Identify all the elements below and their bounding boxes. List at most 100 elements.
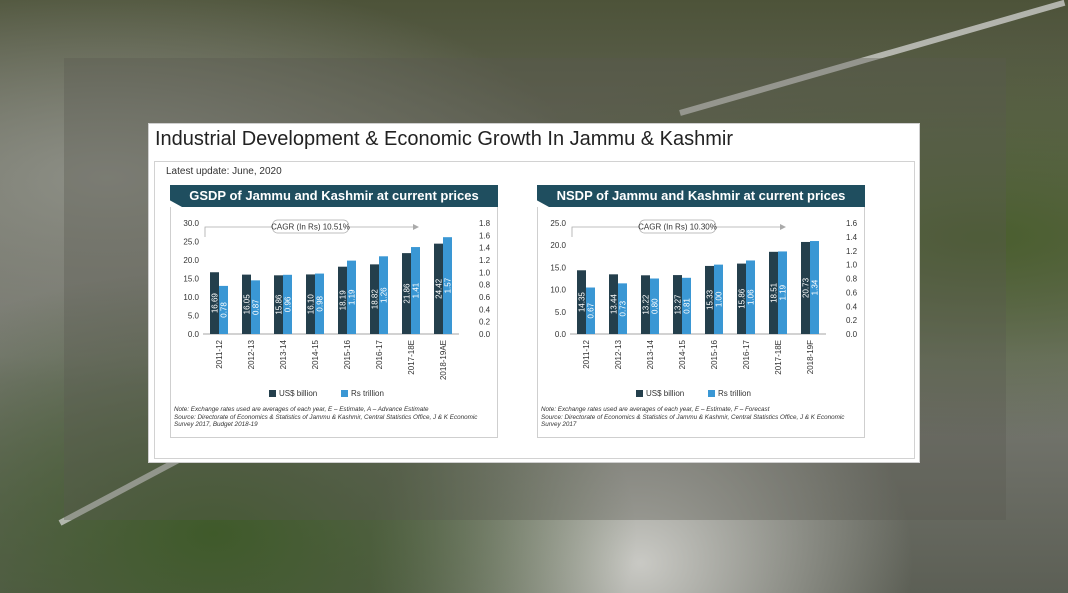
gsdp-bar-usd [242, 274, 251, 334]
gsdp-bar-usd-label: 24.42 [435, 278, 444, 299]
gsdp-legend-usd: US$ billion [279, 389, 317, 398]
nsdp-left-tick: 25.0 [550, 219, 566, 228]
nsdp-chart-title: NSDP of Jammu and Kashmir at current pri… [537, 185, 865, 207]
nsdp-right-tick: 1.2 [846, 247, 858, 256]
nsdp-bar-rs [810, 241, 819, 334]
gsdp-legend-rs-swatch [341, 390, 348, 397]
gsdp-cagr-box [272, 219, 349, 234]
nsdp-right-tick: 0.0 [846, 330, 858, 339]
nsdp-source-text: Source: Directorate of Economics & Stati… [541, 413, 845, 429]
gsdp-bar-rs [283, 274, 292, 334]
nsdp-legend-rs-swatch [708, 390, 715, 397]
gsdp-bar-rs [347, 260, 356, 334]
nsdp-bar-chart: 0.0 5.0 10.0 15.0 20.0 25.0 0.0 0.2 0.4 0.6 0.8 1.0… [550, 219, 858, 398]
gsdp-bar-rs-label: 0.87 [252, 299, 261, 315]
nsdp-bar-usd-label: 13.27 [674, 294, 683, 315]
gsdp-bar-rs [251, 280, 260, 334]
gsdp-x-tick: 2012-13 [247, 339, 256, 369]
nsdp-bar-rs [778, 251, 787, 334]
nsdp-x-tick: 2012-13 [614, 339, 623, 369]
gsdp-bar-usd [402, 253, 411, 334]
nsdp-left-tick: 5.0 [555, 308, 567, 317]
gsdp-x-tick: 2014-15 [311, 339, 320, 369]
nsdp-bar-rs-label: 0.67 [587, 302, 596, 318]
nsdp-bar-rs [650, 278, 659, 334]
gsdp-note: Note: Exchange rates used are averages o… [174, 406, 496, 429]
gsdp-x-tick: 2018-19AE [439, 340, 448, 380]
gsdp-bar-usd-label: 18.82 [371, 289, 380, 310]
update-date: Latest update: June, 2020 [166, 166, 282, 177]
gsdp-cagr-arrow-head [413, 224, 419, 230]
gsdp-right-tick: 0.6 [479, 293, 491, 302]
nsdp-chart-box: 0.0 5.0 10.0 15.0 20.0 25.0 0.0 0.2 0.4 0.6 0.8 1.0… [537, 207, 865, 438]
gsdp-bar-rs [315, 273, 324, 334]
gsdp-left-tick: 25.0 [183, 238, 199, 247]
nsdp-right-tick: 1.4 [846, 233, 858, 242]
nsdp-cagr-arrow-head [780, 224, 786, 230]
nsdp-x-tick: 2014-15 [678, 339, 687, 369]
gsdp-left-tick: 20.0 [183, 256, 199, 265]
gsdp-right-tick: 0.4 [479, 305, 491, 314]
gsdp-right-tick: 0.8 [479, 281, 491, 290]
gsdp-bar-rs-label: 1.57 [444, 277, 453, 293]
nsdp-bar-usd [769, 251, 778, 334]
gsdp-right-tick: 1.2 [479, 256, 491, 265]
gsdp-cagr-label: CAGR (In Rs) 10.51% [271, 223, 350, 232]
gsdp-bar-usd-label: 21.86 [403, 283, 412, 304]
nsdp-bar-usd-label: 15.33 [706, 289, 715, 310]
gsdp-left-tick: 30.0 [183, 219, 199, 228]
nsdp-cagr-box [639, 219, 716, 234]
nsdp-bar-usd [705, 265, 714, 334]
nsdp-bar-usd-label: 13.44 [610, 294, 619, 315]
nsdp-right-tick: 0.8 [846, 275, 858, 284]
gsdp-bar-usd-label: 18.19 [339, 290, 348, 311]
gsdp-bar-usd [210, 272, 219, 334]
nsdp-bar-usd-label: 18.51 [770, 282, 779, 303]
gsdp-bar-rs-label: 0.96 [284, 296, 293, 312]
nsdp-x-tick: 2013-14 [646, 339, 655, 369]
nsdp-bar-usd [801, 241, 810, 334]
infographic-card: Industrial Development & Economic Growth… [148, 123, 920, 463]
nsdp-bar-usd [609, 274, 618, 334]
gsdp-bar-rs [219, 285, 228, 334]
nsdp-bar-rs-label: 1.19 [779, 284, 788, 300]
gsdp-bar-usd [370, 264, 379, 334]
gsdp-x-tick: 2017-18E [407, 340, 416, 375]
nsdp-bar-rs-label: 0.80 [651, 298, 660, 314]
gsdp-right-tick: 0.2 [479, 318, 491, 327]
gsdp-right-tick: 1.4 [479, 244, 491, 253]
page-title: Industrial Development & Economic Growth… [155, 128, 733, 150]
nsdp-x-tick: 2018-19F [806, 340, 815, 374]
nsdp-bar-usd [673, 275, 682, 334]
gsdp-bar-rs-label: 1.41 [412, 282, 421, 298]
gsdp-right-tick: 1.6 [479, 231, 491, 240]
gsdp-left-tick: 10.0 [183, 293, 199, 302]
gsdp-bar-usd-label: 16.69 [211, 293, 220, 314]
gsdp-left-tick: 15.0 [183, 275, 199, 284]
nsdp-legend-usd: US$ billion [646, 389, 684, 398]
gsdp-bar-rs [443, 237, 452, 334]
nsdp-bar-usd-label: 13.22 [642, 294, 651, 315]
gsdp-bar-rs [411, 247, 420, 334]
nsdp-left-tick: 10.0 [550, 286, 566, 295]
gsdp-bar-rs-label: 1.19 [348, 289, 357, 305]
nsdp-left-tick: 20.0 [550, 241, 566, 250]
nsdp-bar-usd [737, 263, 746, 334]
gsdp-chart-box: 0.0 5.0 10.0 15.0 20.0 25.0 30.0 0.0 0.2 0.4 0.6 0.… [170, 207, 498, 438]
gsdp-bar-usd-label: 15.86 [275, 294, 284, 315]
nsdp-bar-rs-label: 1.34 [811, 279, 820, 295]
nsdp-bar-rs [746, 260, 755, 334]
nsdp-bar-rs [714, 264, 723, 334]
gsdp-note-text: Note: Exchange rates used are averages o… [174, 406, 429, 413]
gsdp-bar-rs [379, 256, 388, 334]
nsdp-legend-usd-swatch [636, 390, 643, 397]
nsdp-panel: NSDP of Jammu and Kashmir at current pri… [537, 185, 865, 438]
nsdp-bar-usd-label: 20.73 [802, 277, 811, 298]
nsdp-bar-rs-label: 1.06 [747, 289, 756, 305]
gsdp-left-tick: 0.0 [188, 330, 200, 339]
gsdp-left-tick: 5.0 [188, 312, 200, 321]
gsdp-bar-usd [338, 266, 347, 334]
gsdp-right-tick: 0.0 [479, 330, 491, 339]
nsdp-bar-rs [586, 287, 595, 334]
gsdp-x-tick: 2013-14 [279, 339, 288, 369]
